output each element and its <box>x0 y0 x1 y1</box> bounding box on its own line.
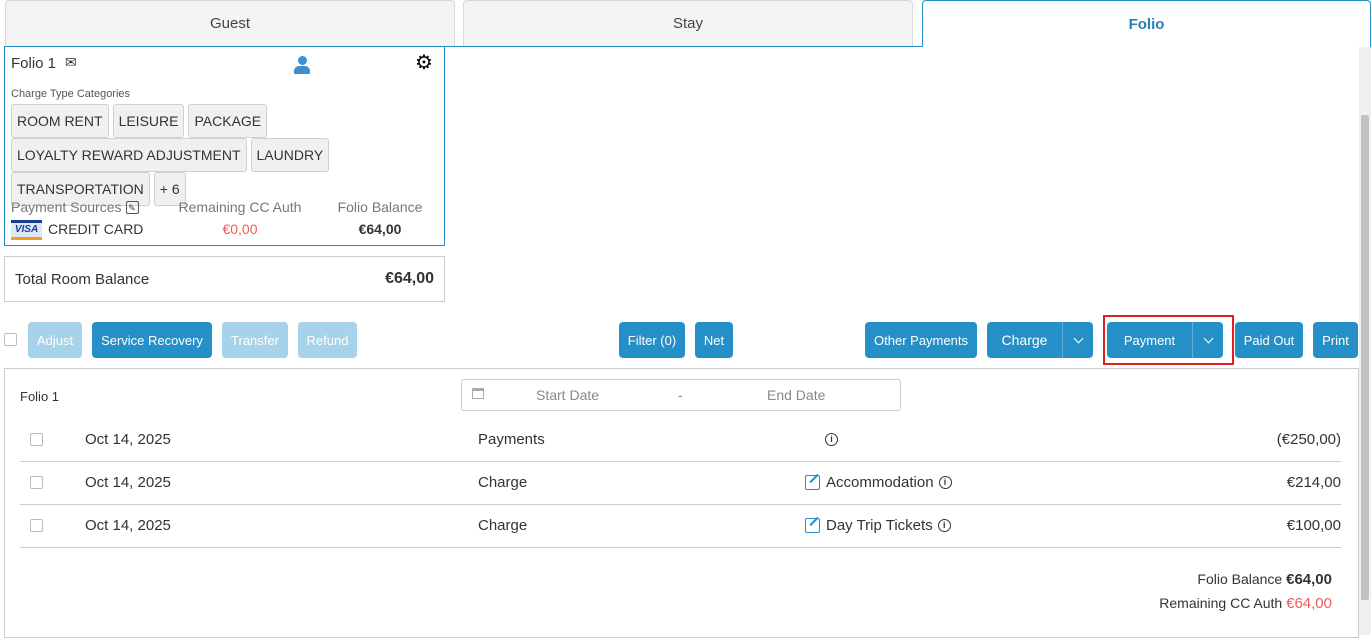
remaining-cc-auth-label: Remaining CC Auth <box>178 199 302 215</box>
row-date: Oct 14, 2025 <box>85 474 171 491</box>
info-icon[interactable]: i <box>938 476 952 489</box>
select-all-checkbox[interactable] <box>4 333 17 346</box>
footer-remaining-cc-auth-value: €64,00 <box>1286 595 1332 612</box>
info-icon[interactable]: i <box>825 433 838 446</box>
row-amount: €214,00 <box>1286 474 1341 491</box>
folio-balance-label: Folio Balance <box>337 199 423 215</box>
category-chip: LEISURE <box>112 104 185 138</box>
calendar-icon <box>472 388 484 399</box>
payment-button[interactable]: Payment <box>1123 332 1176 348</box>
row-amount: (€250,00) <box>1276 431 1341 448</box>
folio-card[interactable]: Folio 1 ✉ ⚙ Charge Type Categories ROOM … <box>4 46 445 246</box>
charge-type-label: Charge Type Categories <box>11 88 131 100</box>
row-date: Oct 14, 2025 <box>85 517 171 534</box>
transfer-button[interactable]: Transfer <box>222 322 288 358</box>
panel-folio-label: Folio 1 <box>20 389 60 404</box>
chevron-down-icon <box>1203 333 1213 343</box>
edit-icon[interactable]: ✎ <box>125 200 139 214</box>
charge-split-button[interactable]: Charge <box>987 322 1093 358</box>
info-icon[interactable]: i <box>937 519 951 532</box>
start-date-input[interactable]: Start Date <box>536 387 600 403</box>
chevron-down-icon <box>1073 333 1083 343</box>
edit-icon[interactable] <box>805 518 820 533</box>
total-room-balance-label: Total Room Balance <box>15 271 150 288</box>
row-checkbox[interactable] <box>30 433 43 446</box>
payment-sources-row: Payment Sources ✎ <box>11 199 139 215</box>
row-type: Charge <box>478 474 528 491</box>
other-payments-button[interactable]: Other Payments <box>865 322 977 358</box>
edit-icon[interactable] <box>805 475 820 490</box>
table-row: Oct 14, 2025 Charge Accommodation i €214,… <box>20 462 1341 505</box>
date-separator: - <box>678 387 683 403</box>
row-type: Payments <box>478 431 545 448</box>
footer-remaining-cc-auth-label: Remaining CC Auth <box>1159 595 1283 611</box>
category-chip: LAUNDRY <box>250 138 330 172</box>
footer-folio-balance-label: Folio Balance <box>1197 571 1283 587</box>
folio-title: Folio 1 <box>11 55 57 72</box>
tab-stay[interactable]: Stay <box>463 0 913 46</box>
adjust-button[interactable]: Adjust <box>28 322 82 358</box>
more-categories-chip[interactable]: + 6 <box>153 172 186 206</box>
filter-button[interactable]: Filter (0) <box>619 322 685 358</box>
category-chip: LOYALTY REWARD ADJUSTMENT <box>11 138 247 172</box>
row-checkbox[interactable] <box>30 476 43 489</box>
folio-balance: €64,00 <box>358 221 402 237</box>
paid-out-button[interactable]: Paid Out <box>1235 322 1303 358</box>
charge-dropdown-toggle[interactable] <box>1062 322 1093 358</box>
payment-highlight <box>1103 315 1234 365</box>
end-date-input[interactable]: End Date <box>767 387 826 403</box>
charge-button[interactable]: Charge <box>1001 332 1048 348</box>
row-checkbox[interactable] <box>30 519 43 532</box>
row-description: Accommodation <box>826 474 934 491</box>
footer-folio-balance: Folio Balance €64,00 <box>1197 571 1332 588</box>
category-chips: ROOM RENT LEISURE PACKAGE LOYALTY REWARD A… <box>11 104 431 206</box>
date-range-picker[interactable]: Start Date - End Date <box>461 379 901 411</box>
row-type: Charge <box>478 517 528 534</box>
payment-split-button[interactable]: Payment <box>1107 322 1223 358</box>
visa-icon: VISA <box>11 220 42 240</box>
row-amount: €100,00 <box>1286 517 1341 534</box>
payment-source: CREDIT CARD <box>48 221 144 237</box>
guest-icon <box>294 56 310 74</box>
refund-button[interactable]: Refund <box>298 322 357 358</box>
payment-sources-label: Payment Sources <box>11 199 122 215</box>
table-row: Oct 14, 2025 Payments i (€250,00) <box>20 419 1341 462</box>
table-row: Oct 14, 2025 Charge Day Trip Tickets i €1… <box>20 505 1341 548</box>
row-description: Day Trip Tickets <box>826 517 933 534</box>
service-recovery-button[interactable]: Service Recovery <box>92 322 212 358</box>
remaining-cc-auth: €0,00 <box>222 221 258 237</box>
tab-divider <box>4 46 922 47</box>
total-room-balance-value: €64,00 <box>385 270 434 287</box>
category-chip: TRANSPORTATION <box>11 172 150 206</box>
tab-folio[interactable]: Folio <box>922 0 1371 47</box>
gear-icon[interactable]: ⚙ <box>415 52 433 74</box>
row-date: Oct 14, 2025 <box>85 431 171 448</box>
payment-dropdown-toggle[interactable] <box>1192 322 1223 358</box>
scrollbar[interactable] <box>1359 47 1371 635</box>
category-chip: ROOM RENT <box>11 104 109 138</box>
footer-remaining-cc-auth: Remaining CC Auth €64,00 <box>1159 595 1332 612</box>
tab-guest[interactable]: Guest <box>5 0 455 46</box>
category-chip: PACKAGE <box>188 104 268 138</box>
scrollbar-thumb[interactable] <box>1361 115 1369 600</box>
total-room-balance: Total Room Balance €64,00 <box>4 256 445 302</box>
email-icon[interactable]: ✉ <box>65 54 77 70</box>
net-button[interactable]: Net <box>695 322 733 358</box>
footer-folio-balance-value: €64,00 <box>1286 571 1332 588</box>
print-button[interactable]: Print <box>1313 322 1358 358</box>
